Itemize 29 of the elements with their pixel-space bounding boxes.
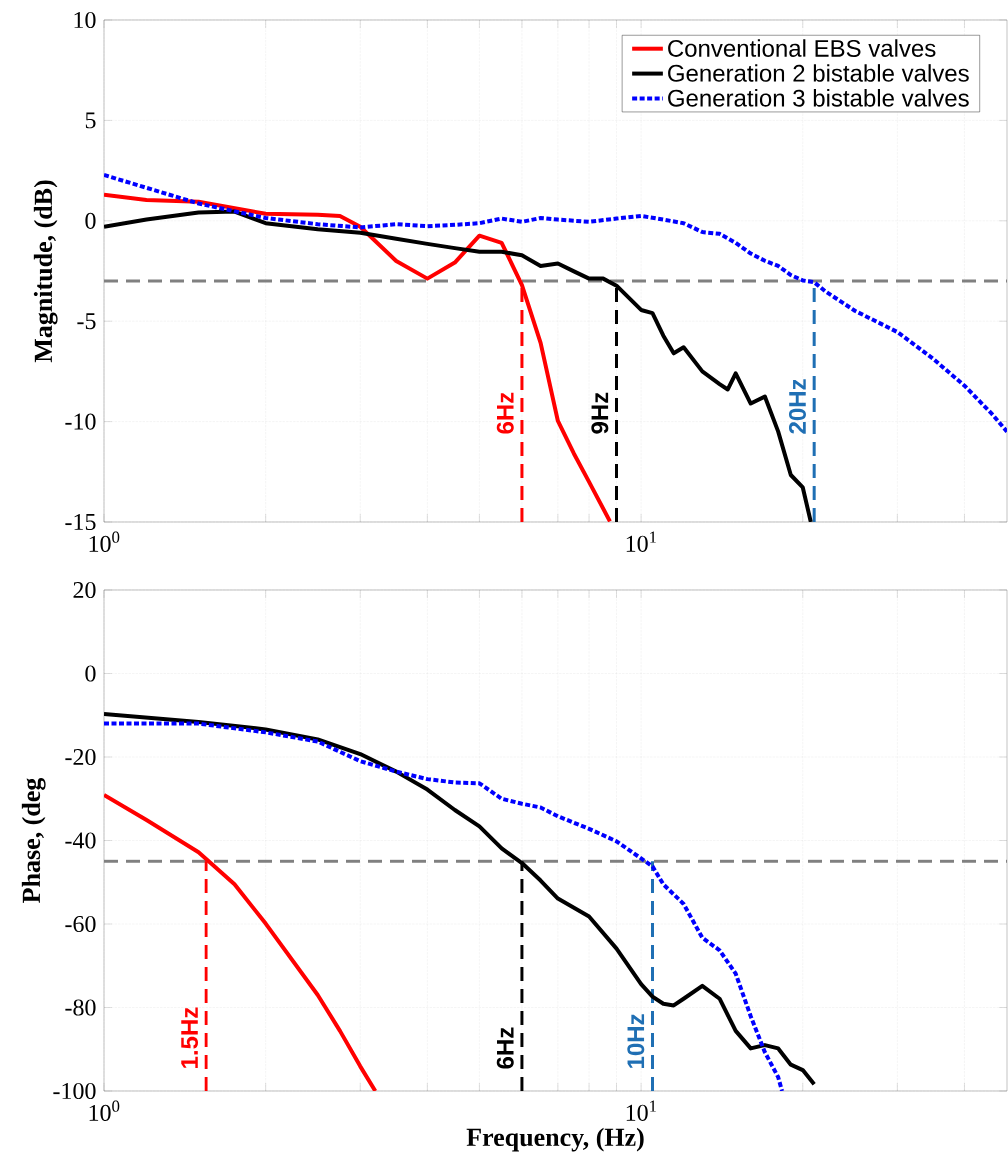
y-tick-label: -5	[77, 313, 96, 330]
legend-label: Conventional EBS valves	[668, 39, 936, 57]
y-tick-label: 0	[85, 212, 96, 229]
legend-label: Generation 2 bistable valves	[668, 64, 969, 82]
ref-line-label: 1.5Hz	[181, 1007, 199, 1068]
ref-line-label: 6Hz	[496, 1027, 514, 1069]
y-tick-label: -80	[65, 999, 96, 1016]
y-axis-title: Magnitude, (dB)	[33, 180, 58, 363]
ref-line-label: 6Hz	[496, 392, 514, 434]
x-tick-label: 10$^{0}$	[89, 531, 120, 552]
y-tick-label: -40	[65, 832, 96, 849]
y-tick-label: -10	[65, 413, 96, 430]
y-tick-label: -100	[53, 1082, 96, 1100]
y-tick-label: -20	[65, 748, 96, 766]
y-tick-label: 0	[85, 665, 96, 682]
y-tick-label: -15	[65, 513, 96, 531]
ref-line-label: 10Hz	[627, 1014, 645, 1068]
y-tick-label: -60	[65, 915, 96, 933]
y-tick-label: 5	[85, 112, 96, 129]
ref-line-label: 20Hz	[788, 379, 806, 434]
legend-label: Generation 3 bistable valves	[668, 89, 969, 107]
x-tick-label: 10$^{1}$	[626, 1100, 657, 1121]
x-axis-title: Frequency, (Hz)	[466, 1127, 644, 1152]
ref-line-label: 9Hz	[591, 392, 609, 434]
y-tick-label: 20	[73, 581, 96, 599]
x-tick-label: 10$^{0}$	[89, 1100, 120, 1121]
x-tick-label: 10$^{1}$	[626, 531, 657, 552]
y-axis-title: Phase, (deg	[21, 777, 46, 903]
y-tick-label: 10	[74, 11, 96, 29]
